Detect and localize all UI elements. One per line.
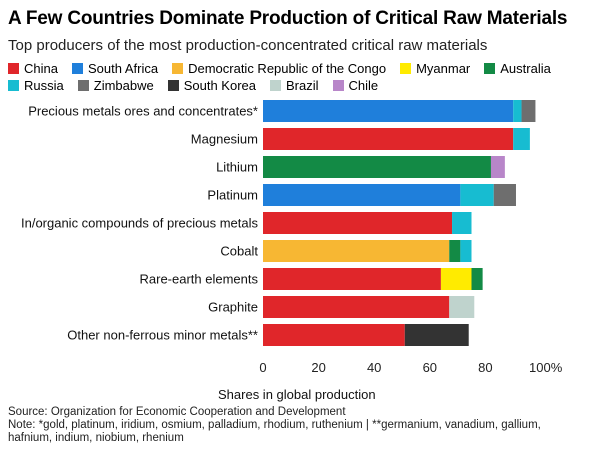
- legend-item: South Korea: [167, 78, 256, 93]
- legend-item: Brazil: [270, 78, 319, 93]
- legend-label: South Africa: [87, 61, 159, 76]
- x-tick-label: 0: [259, 360, 266, 375]
- bar-segment: [521, 100, 536, 122]
- legend-label: Myanmar: [416, 61, 471, 76]
- bar-segment: [263, 156, 491, 178]
- category-label: Magnesium: [191, 132, 258, 147]
- category-label: Other non-ferrous minor metals**: [67, 328, 258, 343]
- category-label: Lithium: [216, 160, 258, 175]
- legend-item: South Africa: [71, 61, 159, 76]
- legend-label: Russia: [24, 78, 64, 93]
- legend-item: Australia: [484, 61, 551, 76]
- x-axis-label: Shares in global production: [218, 387, 376, 402]
- legend-swatch: [8, 80, 19, 91]
- bar-segment: [460, 184, 494, 206]
- bar-segment: [460, 240, 472, 262]
- category-label: Platinum: [207, 188, 258, 203]
- legend-swatch: [400, 63, 412, 74]
- bar-segment: [449, 240, 461, 262]
- legend-item: Chile: [332, 78, 379, 93]
- legend-item: Democratic Republic of the Congo: [172, 61, 386, 76]
- x-tick-label: 20: [311, 360, 325, 375]
- bar-segment: [449, 296, 475, 318]
- legend-label: Democratic Republic of the Congo: [188, 61, 387, 76]
- legend-label: Chile: [348, 78, 379, 93]
- bar-segment: [263, 324, 405, 346]
- legend-label: South Korea: [183, 78, 256, 93]
- legend-label: Australia: [500, 61, 551, 76]
- bar-segment: [493, 184, 516, 206]
- legend-label: Zimbabwe: [93, 78, 154, 93]
- legend-swatch: [71, 63, 83, 74]
- x-tick-label: 100%: [529, 360, 563, 375]
- source-text: Source: Organization for Economic Cooper…: [8, 406, 346, 418]
- bar-segment: [404, 324, 469, 346]
- x-tick-label: 80: [478, 360, 492, 375]
- bar-segment: [513, 128, 530, 150]
- bar-segment: [263, 296, 450, 318]
- legend-swatch: [167, 80, 179, 91]
- legend: China South Africa Democratic Republic of …: [8, 61, 588, 93]
- category-label: Rare-earth elements: [140, 272, 259, 287]
- legend-swatch: [8, 63, 19, 74]
- legend-swatch: [332, 80, 344, 91]
- legend-label: China: [24, 61, 58, 76]
- chart-subtitle: Top producers of the most production-con…: [8, 37, 488, 54]
- x-tick-label: 60: [423, 360, 437, 375]
- legend-item: China: [8, 61, 58, 76]
- legend-swatch: [484, 63, 496, 74]
- legend-item: Russia: [8, 78, 64, 93]
- bar-segment: [513, 100, 522, 122]
- bar-segment: [452, 212, 472, 234]
- bar-segment: [263, 240, 450, 262]
- bar-segment: [263, 212, 453, 234]
- legend-label: Brazil: [286, 78, 319, 93]
- x-tick-label: 40: [367, 360, 381, 375]
- legend-item: Myanmar: [400, 61, 470, 76]
- bar-segment: [263, 184, 461, 206]
- legend-swatch: [77, 80, 89, 91]
- category-label: Cobalt: [220, 244, 258, 259]
- bar-segment: [263, 100, 514, 122]
- note-text: Note: *gold, platinum, iridium, osmium, …: [8, 419, 541, 444]
- category-label: In/organic compounds of precious metals: [21, 216, 259, 231]
- bar-segment: [263, 128, 514, 150]
- legend-item: Zimbabwe: [77, 78, 154, 93]
- bar-segment: [471, 268, 483, 290]
- chart-footer: Source: Organization for Economic Cooper…: [8, 406, 583, 445]
- bar-segment: [263, 268, 441, 290]
- bar-segment: [490, 156, 505, 178]
- chart-title: A Few Countries Dominate Production of C…: [8, 8, 568, 29]
- bar-chart: Precious metals ores and concentrates* Ma…: [21, 100, 563, 402]
- category-label: Precious metals ores and concentrates*: [28, 104, 258, 119]
- bar-segment: [440, 268, 472, 290]
- legend-swatch: [270, 80, 281, 91]
- legend-swatch: [172, 63, 184, 74]
- category-label: Graphite: [208, 300, 258, 315]
